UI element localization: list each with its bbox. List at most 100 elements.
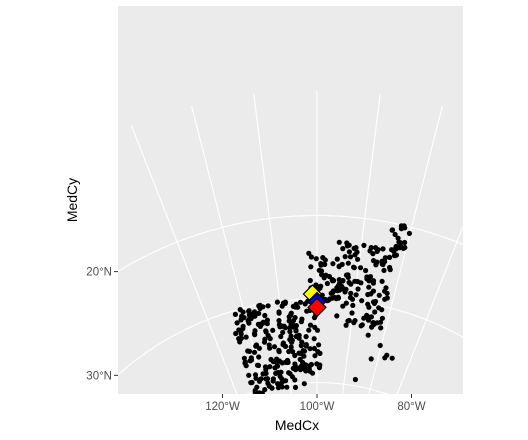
y-axis-ticks: 30°N 20°N bbox=[86, 267, 118, 382]
graticule-lon-120w bbox=[191, 105, 266, 394]
point-southeast bbox=[359, 322, 365, 328]
point-southeast bbox=[352, 252, 358, 258]
point-southeast bbox=[379, 278, 385, 284]
point-intermountain-west bbox=[236, 336, 242, 342]
point-western-great-plains bbox=[312, 353, 318, 359]
point-southeast bbox=[343, 322, 349, 328]
point-southeast bbox=[374, 248, 380, 254]
point-intermountain-west bbox=[263, 367, 269, 373]
point-southeast bbox=[365, 301, 371, 307]
point-intermountain-west bbox=[286, 318, 292, 324]
point-intermountain-west bbox=[266, 342, 272, 348]
point-southeast bbox=[346, 242, 352, 248]
point-intermountain-west bbox=[299, 339, 305, 345]
point-florida bbox=[393, 252, 399, 258]
y-axis-title: MedCy bbox=[64, 178, 80, 222]
point-southeast bbox=[365, 314, 371, 320]
point-intermountain-west bbox=[278, 369, 284, 375]
point-southeast bbox=[383, 285, 389, 291]
point-intermountain-west bbox=[288, 310, 294, 316]
point-southeast bbox=[339, 261, 345, 267]
point-northeast-outliers bbox=[368, 356, 374, 362]
point-southeast bbox=[380, 261, 386, 268]
point-intermountain-west bbox=[276, 309, 282, 315]
point-intermountain-west bbox=[286, 348, 292, 355]
point-western-great-plains bbox=[314, 361, 320, 367]
point-northeast-outliers bbox=[377, 342, 383, 349]
point-intermountain-west bbox=[278, 333, 284, 340]
y-tick-label: 20°N bbox=[86, 267, 112, 279]
y-tick-label: 30°N bbox=[86, 370, 112, 382]
point-intermountain-west bbox=[260, 319, 266, 325]
point-intermountain-west bbox=[251, 331, 258, 337]
point-southern-plains bbox=[318, 268, 325, 274]
point-intermountain-west bbox=[263, 328, 269, 334]
point-intermountain-west bbox=[265, 380, 271, 386]
graticule-lon-90w bbox=[342, 94, 381, 394]
point-intermountain-west bbox=[256, 354, 262, 360]
point-southern-plains bbox=[324, 280, 330, 287]
point-southern-plains bbox=[330, 261, 336, 267]
point-intermountain-west bbox=[256, 378, 263, 384]
point-southern-plains bbox=[329, 295, 335, 301]
point-intermountain-west bbox=[251, 309, 258, 315]
point-intermountain-west bbox=[288, 344, 294, 350]
point-intermountain-west bbox=[292, 377, 298, 383]
point-intermountain-west bbox=[286, 370, 292, 376]
point-southeast bbox=[372, 298, 379, 305]
point-southeast bbox=[348, 290, 354, 296]
point-southern-plains bbox=[313, 256, 319, 262]
point-intermountain-west bbox=[287, 329, 293, 335]
point-southeast bbox=[376, 292, 382, 298]
point-northeast-outliers bbox=[374, 320, 380, 326]
point-southeast bbox=[366, 284, 372, 290]
graticule-lon-80w bbox=[368, 105, 443, 394]
point-florida bbox=[391, 248, 397, 254]
point-southern-plains bbox=[320, 255, 326, 261]
point-northeast-outliers bbox=[365, 332, 371, 338]
point-western-great-plains bbox=[302, 301, 308, 307]
x-tick-label: 120°W bbox=[205, 401, 240, 413]
graticule-lon-110w bbox=[253, 94, 292, 394]
point-southeast bbox=[348, 281, 354, 287]
point-southeast bbox=[347, 295, 354, 301]
point-southeast bbox=[336, 239, 342, 245]
point-southeast bbox=[381, 267, 387, 273]
point-southern-plains bbox=[321, 275, 327, 281]
point-florida bbox=[400, 245, 406, 251]
point-southern-plains bbox=[306, 250, 312, 256]
point-southeast bbox=[384, 295, 390, 301]
point-southeast bbox=[334, 313, 340, 319]
point-intermountain-west bbox=[270, 376, 276, 382]
point-southeast bbox=[350, 302, 356, 308]
point-western-great-plains bbox=[311, 336, 317, 342]
point-intermountain-west bbox=[282, 359, 288, 365]
point-intermountain-west bbox=[246, 320, 252, 326]
point-southeast bbox=[379, 307, 385, 313]
point-southeast bbox=[372, 309, 378, 315]
point-intermountain-west bbox=[243, 334, 249, 340]
point-intermountain-west bbox=[284, 384, 290, 390]
point-western-great-plains bbox=[306, 327, 312, 333]
point-intermountain-west bbox=[290, 303, 296, 309]
point-northeast-outliers bbox=[389, 355, 395, 361]
x-tick-label: 80°W bbox=[397, 401, 425, 413]
point-intermountain-west bbox=[287, 337, 293, 343]
point-intermountain-west bbox=[260, 371, 266, 377]
point-southeast bbox=[346, 249, 352, 255]
point-intermountain-west bbox=[276, 349, 282, 355]
point-intermountain-west bbox=[282, 299, 288, 305]
point-southern-plains bbox=[334, 256, 340, 262]
point-western-great-plains bbox=[316, 342, 322, 348]
point-intermountain-west bbox=[292, 315, 298, 321]
point-western-great-plains bbox=[317, 350, 323, 356]
point-western-great-plains bbox=[307, 346, 313, 352]
point-intermountain-west bbox=[274, 299, 280, 305]
point-southeast bbox=[336, 277, 342, 283]
point-intermountain-west bbox=[240, 323, 246, 329]
point-intermountain-west bbox=[265, 303, 271, 309]
highlight-diamond-2 bbox=[307, 297, 327, 318]
point-southern-plains bbox=[313, 282, 319, 288]
point-intermountain-west bbox=[280, 329, 286, 335]
